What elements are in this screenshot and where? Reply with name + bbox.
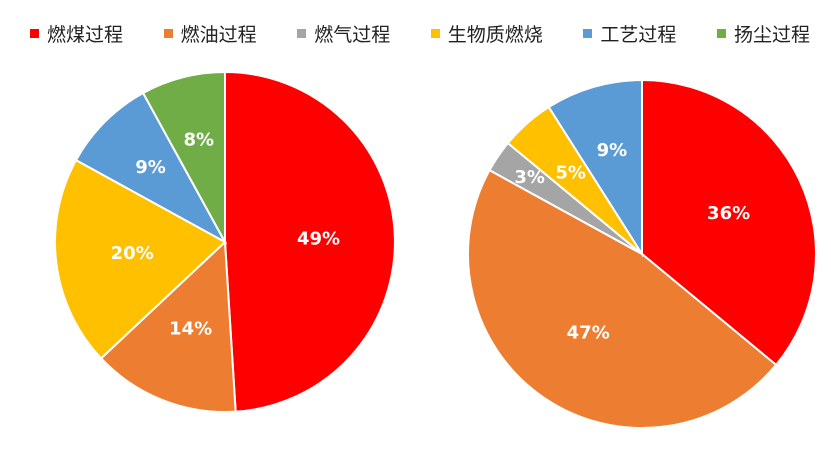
legend-label-gas: 燃气过程 bbox=[314, 23, 391, 46]
legend-label-dust: 扬尘过程 bbox=[733, 23, 810, 46]
pie-left-label-dust: 8% bbox=[184, 129, 215, 150]
pie-left-slice-coal bbox=[224, 70, 396, 413]
legend-swatch-process bbox=[583, 28, 593, 38]
pie-left-slice-oil bbox=[99, 239, 237, 413]
pie-right-label-gas: 3% bbox=[514, 167, 545, 188]
pie-left-label-biomass: 20% bbox=[111, 243, 154, 264]
legend-swatch-oil bbox=[163, 28, 173, 38]
pie-left-label-coal: 49% bbox=[297, 229, 340, 250]
chart-legend: 燃煤过程 燃油过程 燃气过程 生物质燃烧 工艺过程 扬尘过程 bbox=[30, 18, 810, 48]
legend-item-oil: 燃油过程 bbox=[163, 20, 257, 47]
pie-chart-right: 36% 47% 3% 5% 9% bbox=[466, 78, 817, 430]
legend-item-coal: 燃煤过程 bbox=[30, 20, 123, 47]
legend-swatch-dust bbox=[716, 28, 726, 38]
pie-left-label-process: 9% bbox=[135, 157, 166, 178]
legend-swatch-gas bbox=[297, 28, 307, 38]
pie-chart-left: 49% 14% 20% 9% 8% bbox=[54, 70, 396, 413]
legend-swatch-coal bbox=[30, 28, 39, 38]
legend-item-gas: 燃气过程 bbox=[297, 20, 390, 47]
pie-right-slice-coal bbox=[641, 78, 817, 367]
legend-item-dust: 扬尘过程 bbox=[716, 20, 810, 47]
pie-right-label-coal: 36% bbox=[707, 203, 750, 224]
legend-label-coal: 燃煤过程 bbox=[47, 23, 124, 46]
legend-item-biomass: 生物质燃烧 bbox=[430, 20, 543, 47]
legend-label-biomass: 生物质燃烧 bbox=[447, 23, 543, 46]
legend-label-process: 工艺过程 bbox=[600, 23, 677, 46]
pie-right-slice-oil bbox=[466, 168, 778, 430]
pie-right-label-oil: 47% bbox=[567, 323, 610, 344]
legend-item-process: 工艺过程 bbox=[583, 20, 676, 47]
legend-swatch-biomass bbox=[430, 28, 440, 38]
legend-label-oil: 燃油过程 bbox=[180, 23, 257, 46]
pie-right-label-biomass: 5% bbox=[555, 163, 586, 184]
pie-right-slice-process bbox=[547, 78, 643, 258]
pie-right-label-process: 9% bbox=[597, 140, 628, 161]
pie-left-slice-process bbox=[74, 91, 228, 245]
pie-left-label-oil: 14% bbox=[169, 318, 212, 339]
pie-left-slice-biomass bbox=[54, 158, 227, 360]
pie-left-slice-dust bbox=[141, 70, 226, 243]
